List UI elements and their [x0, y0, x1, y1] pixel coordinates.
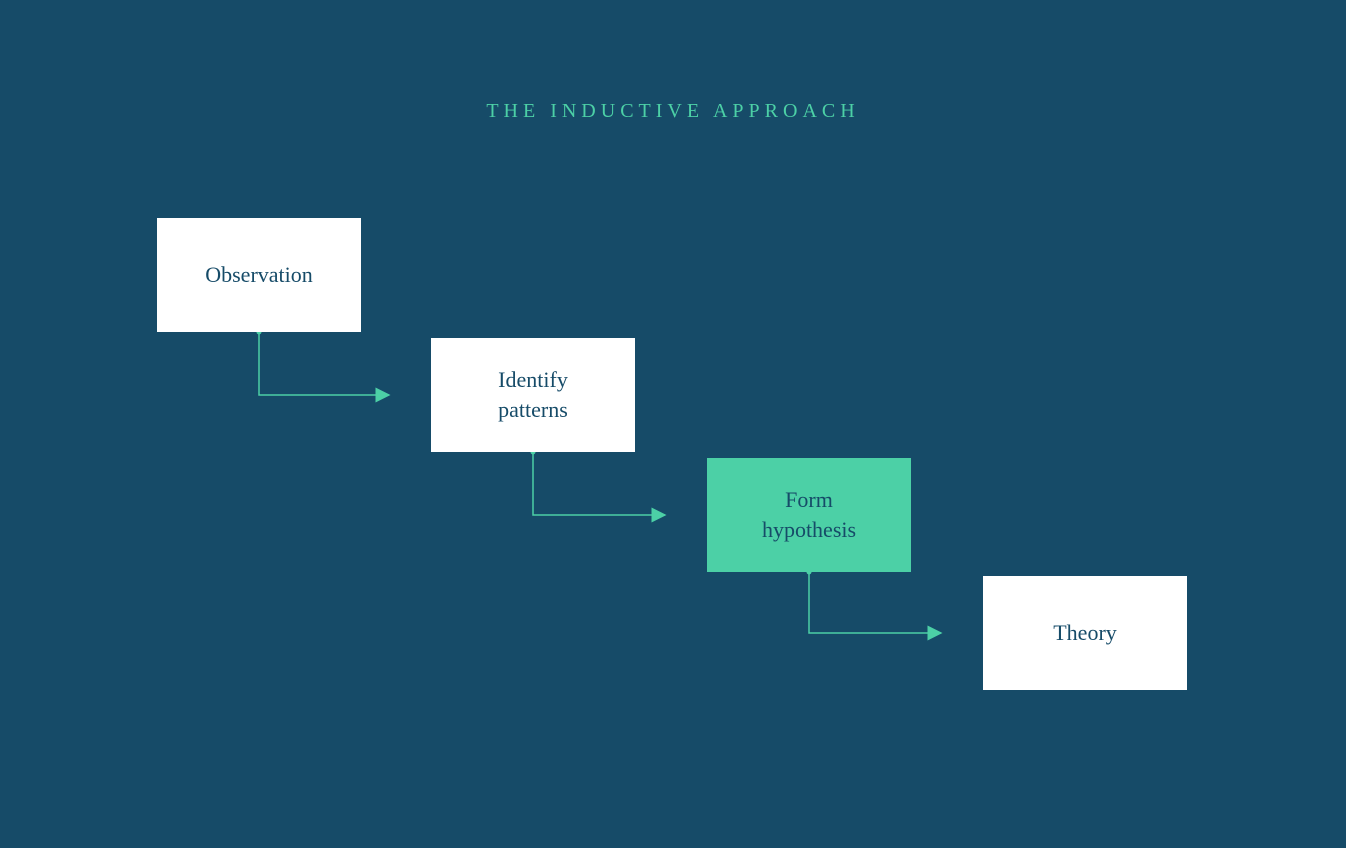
diagram-canvas: THE INDUCTIVE APPROACH Observation Identi…: [0, 0, 1346, 848]
node-theory: Theory: [983, 576, 1187, 690]
edge-patterns-to-hypothesis: [533, 452, 665, 515]
edge-observation-to-patterns: [259, 332, 389, 395]
node-observation: Observation: [157, 218, 361, 332]
node-patterns: Identifypatterns: [431, 338, 635, 452]
edge-hypothesis-to-theory: [809, 572, 941, 633]
connectors-layer: [0, 0, 1346, 848]
node-hypothesis: Formhypothesis: [707, 458, 911, 572]
diagram-title: THE INDUCTIVE APPROACH: [0, 100, 1346, 123]
